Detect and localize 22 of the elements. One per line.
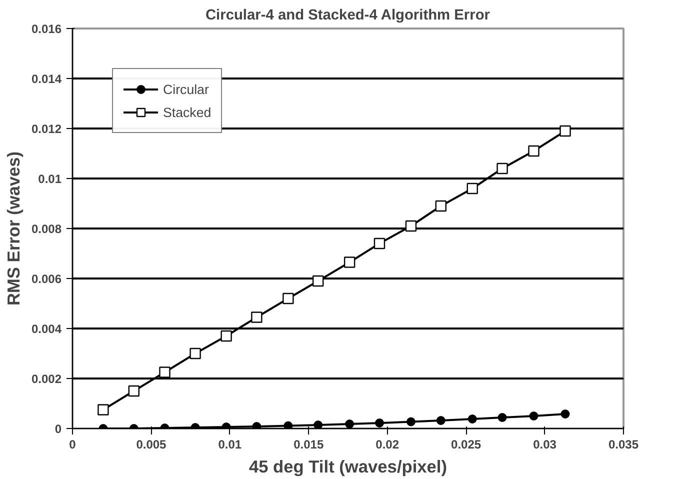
x-tick-label: 0.02 — [376, 438, 400, 452]
y-axis-title: RMS Error (waves) — [3, 151, 24, 306]
x-tick-label: 0 — [69, 438, 76, 452]
y-tick-label: 0.002 — [31, 372, 62, 386]
x-tick-label: 0.025 — [451, 438, 482, 452]
y-tick-label: 0.008 — [31, 222, 62, 236]
chart-title: Circular-4 and Stacked-4 Algorithm Error — [205, 8, 490, 24]
legend-label: Stacked — [163, 104, 212, 120]
y-tick-label: 0.01 — [38, 172, 62, 186]
y-tick-label: 0.004 — [31, 322, 62, 336]
x-tick-label: 0.03 — [533, 438, 557, 452]
y-tick-label: 0.006 — [31, 272, 62, 286]
y-tick-label: 0 — [54, 422, 62, 436]
y-tick-label: 0.016 — [31, 22, 62, 36]
x-axis-title: 45 deg Tilt (waves/pixel) — [248, 456, 448, 476]
y-tick-label: 0.014 — [31, 72, 62, 86]
x-tick-label: 0.015 — [294, 438, 324, 452]
x-tick-label: 0.035 — [608, 438, 639, 452]
y-tick-label: 0.012 — [31, 122, 62, 136]
legend-label: Circular — [163, 82, 209, 96]
x-tick-label: 0.005 — [136, 438, 167, 452]
x-tick-label: 0.01 — [218, 438, 242, 452]
